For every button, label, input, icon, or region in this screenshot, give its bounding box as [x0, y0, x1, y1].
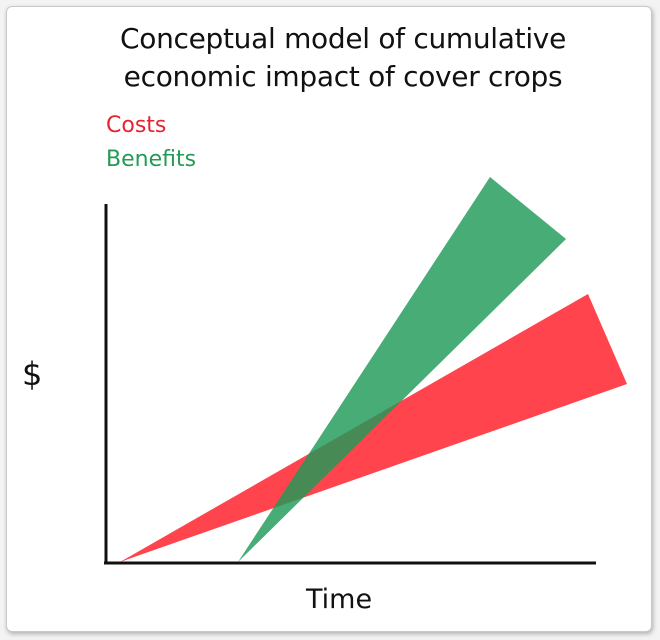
title-line-2: economic impact of cover crops — [123, 60, 563, 93]
y-axis-label: $ — [22, 355, 43, 393]
title-line-1: Conceptual model of cumulative — [119, 22, 566, 55]
legend-benefits: Benefits — [106, 147, 197, 172]
benefits-wedge — [238, 177, 566, 562]
diagram-title: Conceptual model of cumulative economic … — [0, 20, 660, 96]
x-axis-label: Time — [306, 584, 373, 615]
legend-costs: Costs — [106, 113, 167, 138]
figure-card — [6, 6, 652, 632]
